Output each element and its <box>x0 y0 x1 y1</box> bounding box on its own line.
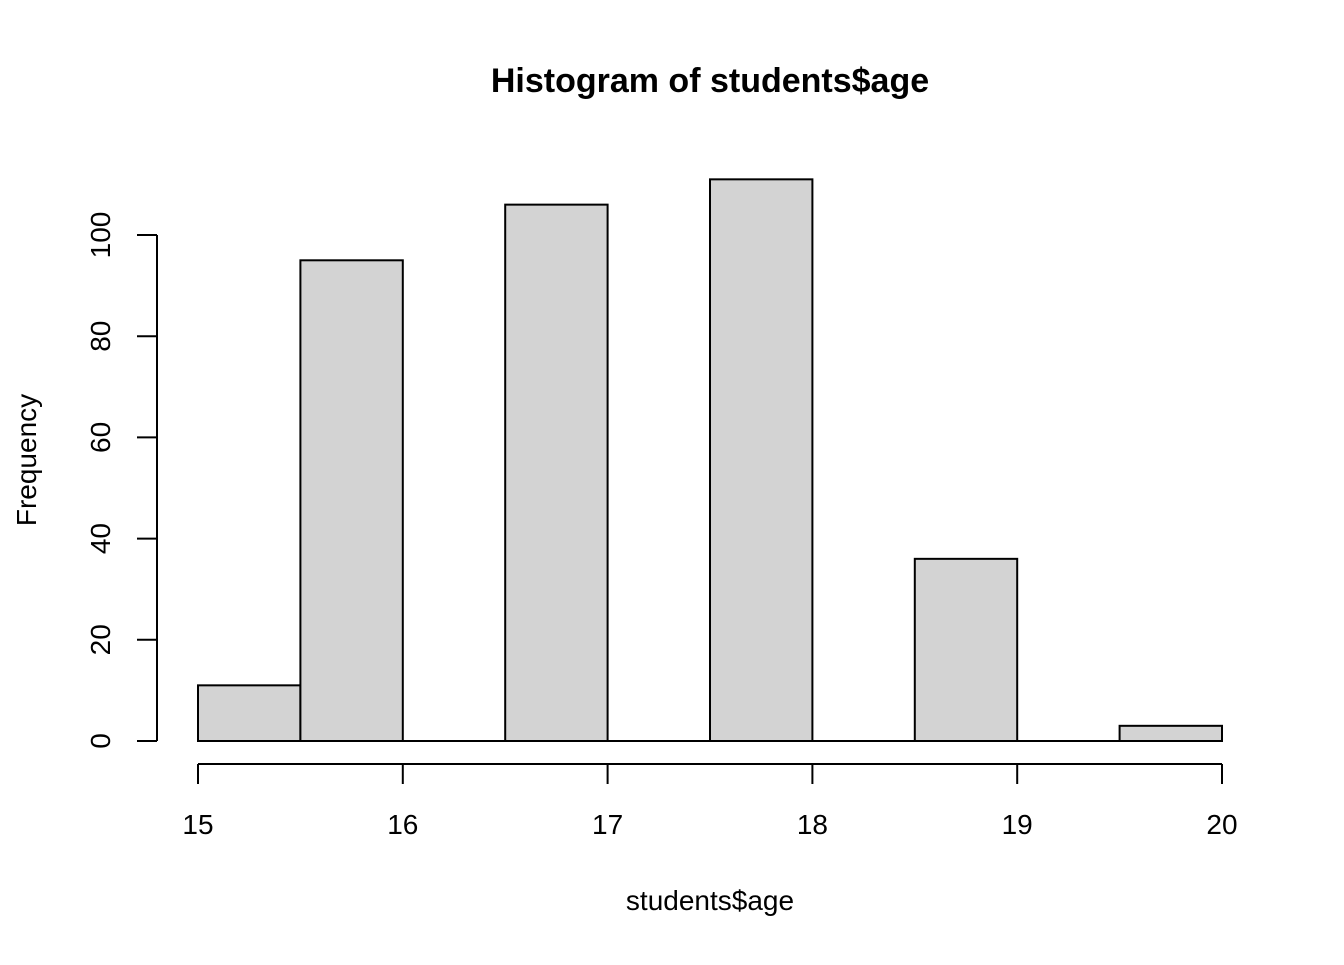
histogram-bar <box>504 203 609 742</box>
histogram-bar <box>1118 724 1223 743</box>
y-tick-label: 20 <box>85 624 116 655</box>
x-axis-label: students$age <box>626 885 794 916</box>
y-tick-label: 100 <box>85 212 116 259</box>
histogram-bar <box>913 557 1019 743</box>
y-axis: 0 20 40 60 80 100 <box>85 212 158 749</box>
x-tick-label: 16 <box>387 809 418 840</box>
x-tick-label: 15 <box>182 809 213 840</box>
y-tick-label: 0 <box>85 733 116 749</box>
y-axis-label: Frequency <box>11 394 42 526</box>
x-tick-label: 17 <box>592 809 623 840</box>
y-tick-label: 60 <box>85 422 116 453</box>
x-axis: 15 16 17 18 19 20 <box>182 763 1238 840</box>
x-tick-label: 20 <box>1206 809 1237 840</box>
x-tick-label: 19 <box>1002 809 1033 840</box>
x-tick-label: 18 <box>797 809 828 840</box>
histogram-bar <box>299 259 404 742</box>
y-tick-label: 40 <box>85 523 116 554</box>
y-tick-label: 80 <box>85 321 116 352</box>
chart-title: Histogram of students$age <box>491 62 929 100</box>
histogram-bar <box>709 178 814 742</box>
histogram-bar <box>197 684 302 743</box>
bars-layer <box>197 178 1223 743</box>
